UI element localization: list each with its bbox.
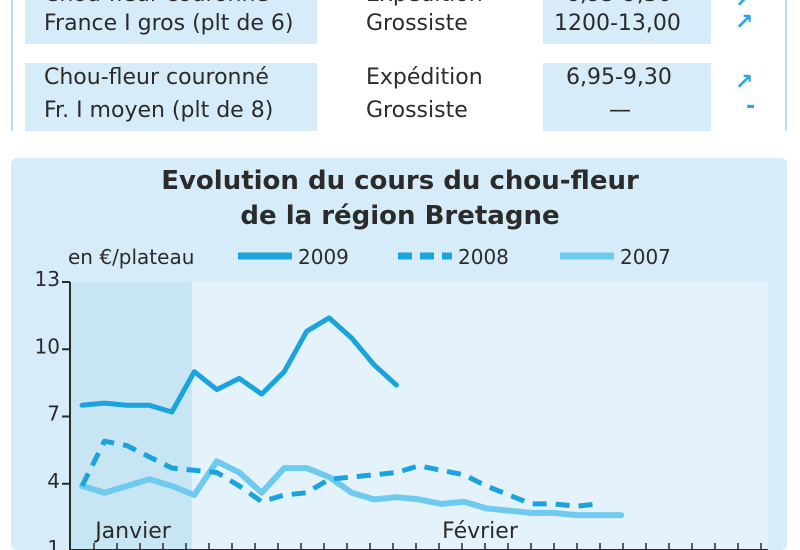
row2-market-line2: Grossiste — [366, 98, 468, 123]
row2-price-line1: 6,95-9,30 — [566, 65, 672, 90]
row1-product-line2: France I gros (plt de 6) — [44, 11, 294, 36]
x-month-label: Février — [442, 519, 519, 544]
row1-trend2-up-icon: ↗ — [735, 10, 754, 35]
row1-market-line2: Grossiste — [366, 11, 468, 36]
series-line-2009 — [79, 315, 399, 415]
row2-product-band — [25, 63, 317, 131]
chart-title-line2: de la région Bretagne — [240, 201, 560, 231]
unit-label: en €/plateau — [68, 245, 194, 269]
table-right-border — [785, 0, 787, 131]
row1-price-line1: 6,95-9,30 — [566, 0, 672, 11]
row2-product-line1: Chou-fleur couronné — [44, 65, 269, 90]
row2-market-line1: Expédition — [366, 65, 483, 90]
row1-price-line2: 1200-13,00 — [554, 11, 681, 36]
row2-trend-flat-icon: - — [746, 94, 756, 119]
series-line-2007 — [79, 458, 625, 519]
y-tick-label: 13 — [35, 267, 60, 291]
january-shaded-region — [70, 282, 192, 550]
row2-price-line2: — — [609, 98, 631, 123]
legend-label-2009: 2009 — [298, 245, 349, 269]
row2-product-line2: Fr. I moyen (plt de 8) — [44, 98, 274, 123]
y-tick-label: 7 — [47, 402, 60, 426]
row1-market-line1: Expédition — [366, 0, 483, 11]
row1-product-band — [25, 0, 317, 44]
row2-trend-up-icon: ↗ — [735, 70, 754, 95]
y-tick-label: 4 — [47, 469, 60, 493]
legend-label-2007: 2007 — [620, 245, 671, 269]
table-left-border — [11, 0, 13, 131]
row1-product-line1: Chou-fleur couronné — [44, 0, 269, 11]
row1-trend-up-icon: ↗ — [735, 0, 754, 13]
chart-title-line1: Evolution du cours du chou-fleur — [161, 166, 639, 196]
y-tick-label: 10 — [35, 334, 60, 358]
legend-label-2008: 2008 — [458, 245, 509, 269]
series-line-2008 — [79, 438, 599, 509]
x-month-label: Janvier — [93, 519, 172, 544]
y-tick-label: 1 — [47, 536, 60, 550]
row2-price-band — [543, 63, 711, 131]
row1-price-band — [543, 0, 711, 44]
